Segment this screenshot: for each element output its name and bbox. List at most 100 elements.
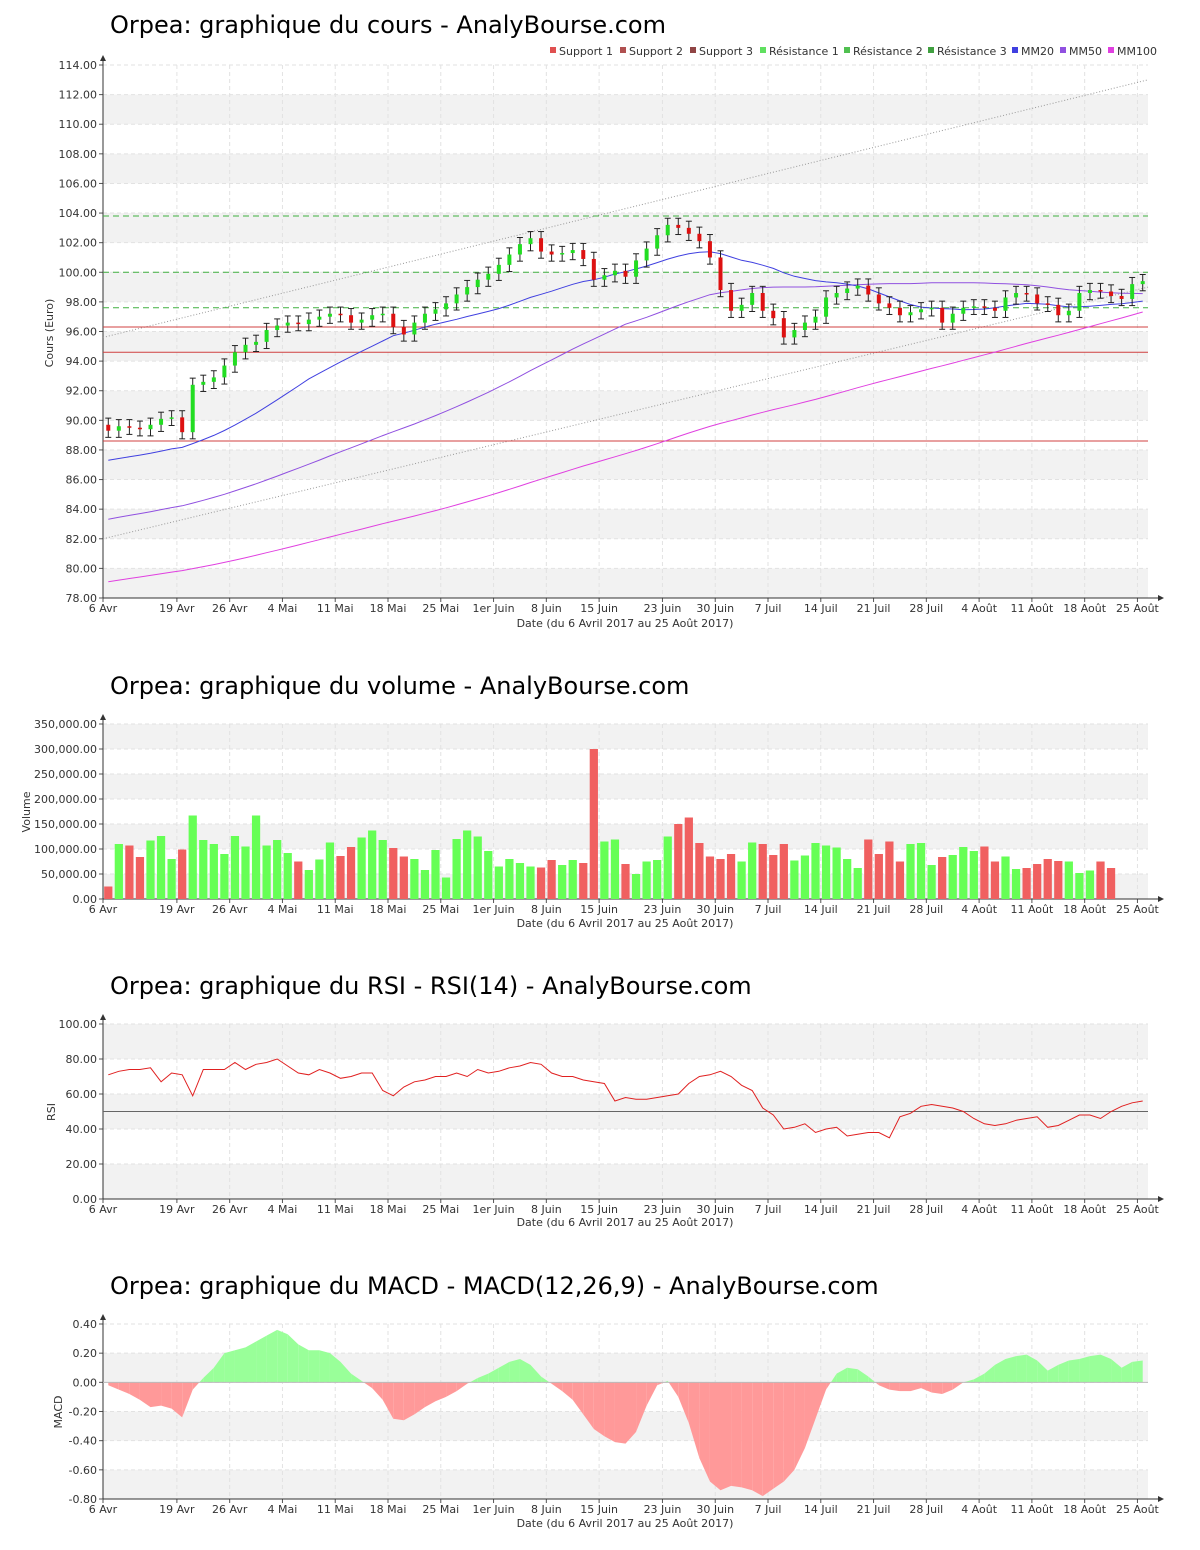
volume-bar <box>600 841 609 899</box>
x-tick-label: 19 Avr <box>159 1503 195 1516</box>
volume-bar <box>927 865 936 899</box>
x-axis-arrow <box>1158 1496 1164 1502</box>
macd-area-negative <box>171 1382 183 1418</box>
candle-body <box>338 313 343 316</box>
volume-chart-xlabel: Date (du 6 Avril 2017 au 25 Août 2017) <box>517 917 734 930</box>
x-tick-label: 8 Juin <box>531 1203 562 1216</box>
volume-bar <box>906 844 915 899</box>
grid-band <box>103 724 1148 749</box>
volume-bar <box>188 815 197 899</box>
candle-body <box>264 330 269 342</box>
y-tick-label: 92.00 <box>66 385 98 398</box>
candle-body <box>454 294 459 304</box>
volume-bar <box>325 842 335 899</box>
macd-area-positive <box>203 1367 214 1383</box>
x-tick-label: 19 Avr <box>159 602 195 615</box>
x-tick-label: 6 Avr <box>89 1503 118 1516</box>
y-tick-label: -0.40 <box>69 1435 97 1448</box>
volume-bar <box>1011 869 1021 899</box>
x-tick-label: 18 Août <box>1063 602 1107 615</box>
macd-area-positive <box>1037 1360 1048 1383</box>
volume-bar <box>156 836 166 899</box>
candle-body <box>137 427 142 430</box>
volume-chart-title: Orpea: graphique du volume - AnalyBourse… <box>110 672 689 700</box>
candle-body <box>327 313 332 317</box>
legend-label: Support 2 <box>629 45 683 58</box>
volume-bar <box>726 854 736 899</box>
x-tick-label: 18 Mai <box>370 903 407 916</box>
macd-area-negative <box>815 1382 827 1419</box>
macd-area-negative <box>625 1382 637 1444</box>
volume-bar <box>832 847 841 899</box>
macd-area-positive <box>836 1367 848 1383</box>
candle-body <box>1109 291 1114 296</box>
x-tick-label: 26 Avr <box>212 602 248 615</box>
macd-area-negative <box>878 1382 890 1390</box>
candle-body <box>729 290 734 311</box>
candle-body <box>866 285 871 295</box>
y-tick-label: 150,000.00 <box>34 818 97 831</box>
x-tick-label: 30 Juin <box>696 602 734 615</box>
macd-area-positive <box>1068 1359 1080 1383</box>
y-tick-label: 40.00 <box>66 1123 98 1136</box>
volume-bar <box>800 855 810 899</box>
candle-body <box>549 251 554 255</box>
y-tick-label: 0.00 <box>73 1376 98 1389</box>
volume-bar <box>1064 861 1073 899</box>
macd-area-positive <box>519 1359 531 1383</box>
volume-bar <box>294 861 303 899</box>
candle-body <box>686 227 691 234</box>
volume-bar <box>610 839 620 899</box>
volume-bar <box>779 844 788 899</box>
volume-bar <box>452 839 461 899</box>
y-axis-arrow <box>100 1314 106 1320</box>
candle-body <box>285 322 290 326</box>
candle-body <box>201 381 206 385</box>
candle-body <box>707 241 712 258</box>
candle-body <box>370 315 375 320</box>
volume-bar <box>558 865 567 899</box>
legend-swatch <box>1108 47 1114 53</box>
y-tick-label: 100,000.00 <box>34 843 97 856</box>
legend-label: MM20 <box>1021 45 1054 58</box>
x-tick-label: 19 Avr <box>159 1203 195 1216</box>
volume-bar <box>874 854 883 899</box>
x-tick-label: 4 Mai <box>268 903 298 916</box>
macd-area-negative <box>456 1382 468 1392</box>
macd-area-negative <box>604 1382 615 1443</box>
x-tick-label: 28 Juil <box>909 1203 943 1216</box>
macd-area-positive <box>857 1369 869 1383</box>
macd-chart-title: Orpea: graphique du MACD - MACD(12,26,9)… <box>110 1272 879 1300</box>
volume-bar <box>916 843 926 899</box>
x-tick-label: 18 Août <box>1063 1203 1107 1216</box>
grid-band <box>103 153 1148 184</box>
macd-area-negative <box>424 1382 436 1408</box>
grid-band <box>103 774 1148 799</box>
macd-area-negative <box>731 1382 742 1488</box>
y-tick-label: 250,000.00 <box>34 768 97 781</box>
x-tick-label: 4 Mai <box>268 1203 298 1216</box>
y-tick-label: 98.00 <box>66 296 98 309</box>
volume-bar <box>431 850 440 899</box>
volume-bar <box>1106 868 1116 899</box>
price-chart-legend: Support 1 Support 2 Support 3 Résistance 1 R… <box>550 45 1157 58</box>
candle-body <box>760 293 765 311</box>
price-chart-title: Orpea: graphique du cours - AnalyBourse.… <box>110 11 666 39</box>
x-tick-label: 15 Juin <box>580 1503 618 1516</box>
volume-bar <box>589 749 598 899</box>
candle-body <box>391 313 396 328</box>
macd-area-negative <box>129 1382 140 1400</box>
candle-body <box>971 306 976 308</box>
candle-body <box>254 341 259 345</box>
y-tick-label: 88.00 <box>66 444 98 457</box>
macd-area-positive <box>1005 1356 1017 1383</box>
grid-band <box>103 390 1148 421</box>
candle-body <box>887 303 892 308</box>
macd-area-negative <box>773 1382 784 1489</box>
candle-body <box>718 257 723 291</box>
macd-area-negative <box>192 1382 200 1390</box>
macd-area-negative <box>414 1382 425 1415</box>
candle-body <box>1056 304 1061 316</box>
macd-area-negative <box>161 1382 172 1409</box>
macd-area-negative <box>875 1382 879 1386</box>
